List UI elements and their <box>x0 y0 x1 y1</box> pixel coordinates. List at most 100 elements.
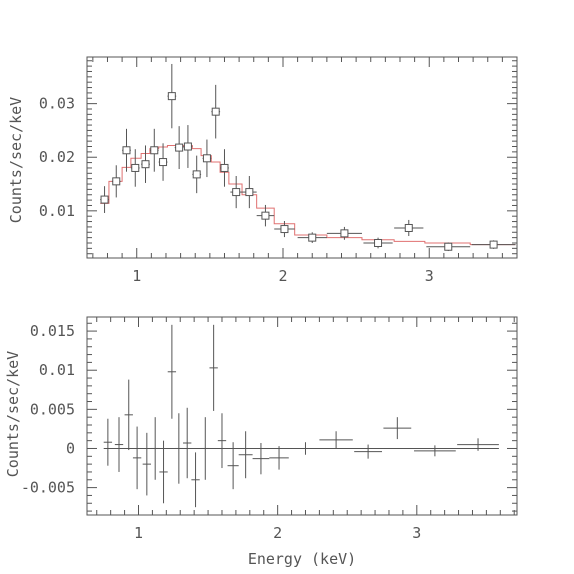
residual-point <box>217 413 227 469</box>
residual-point <box>414 445 456 457</box>
data-point <box>242 175 257 209</box>
data-point <box>394 219 424 237</box>
data-point <box>202 139 212 178</box>
residuals-plot-frame <box>86 316 518 516</box>
data-point <box>167 63 177 129</box>
residual-point <box>159 440 168 504</box>
data-point <box>211 84 221 139</box>
data-marker <box>192 170 201 179</box>
spectrum-data-points <box>100 63 516 252</box>
data-point <box>149 128 159 172</box>
data-point <box>220 149 229 187</box>
residual-point <box>183 407 192 479</box>
spectrum-x-tick-label: 1 <box>132 267 141 285</box>
data-marker <box>280 225 289 234</box>
data-marker <box>122 146 131 155</box>
residuals-y-tick-label: 0.005 <box>30 400 75 418</box>
data-marker <box>202 154 211 163</box>
residual-point <box>252 443 270 475</box>
model-step-line <box>100 144 516 246</box>
data-marker <box>245 188 254 197</box>
spectrum-tick-labels: 1 2 3 0.01 0.02 0.03 <box>39 95 434 285</box>
residuals-y-tick-label: 0.015 <box>30 322 75 340</box>
residual-point <box>132 426 142 490</box>
data-marker <box>183 142 192 151</box>
residuals-data-points <box>103 324 499 508</box>
data-marker <box>141 160 150 169</box>
residual-point <box>191 452 200 508</box>
data-point <box>130 149 140 187</box>
data-point <box>297 232 327 243</box>
data-marker <box>175 143 184 152</box>
spectrum-plot-frame <box>86 56 518 259</box>
data-point <box>192 155 202 194</box>
residual-point <box>124 379 133 451</box>
residual-point <box>227 442 239 490</box>
data-marker <box>167 92 176 101</box>
residual-point <box>291 442 320 455</box>
residuals-y-axis-label: Counts/sec/keV <box>4 351 22 477</box>
data-marker <box>308 233 317 242</box>
data-point <box>174 126 184 170</box>
residual-point <box>151 417 160 480</box>
residual-point <box>174 413 184 484</box>
data-marker <box>159 158 168 167</box>
data-point <box>256 204 275 227</box>
residual-point <box>201 417 210 480</box>
residuals-tick-labels: 1 2 3 -0.005 0 0.005 0.01 0.015 <box>21 322 422 542</box>
spectrum-y-axis-label: Counts/sec/keV <box>7 97 25 223</box>
x-axis-label: Energy (keV) <box>248 550 356 568</box>
residuals-x-tick-label: 3 <box>412 524 421 542</box>
data-marker <box>131 163 140 172</box>
spectrum-y-tick-label: 0.02 <box>39 148 75 166</box>
data-point <box>158 143 168 181</box>
residual-point <box>238 431 253 479</box>
residual-point <box>114 417 124 472</box>
spectrum-panel: 1 2 3 0.01 0.02 0.03 Counts/sec/keV <box>7 56 518 285</box>
data-marker <box>220 163 229 172</box>
data-marker <box>100 195 109 204</box>
data-point <box>230 175 243 209</box>
data-point <box>111 165 121 198</box>
residual-point <box>142 432 152 496</box>
residual-point <box>209 324 218 411</box>
spectrum-x-tick-label: 3 <box>425 267 434 285</box>
residuals-y-tick-label: 0 <box>66 439 75 457</box>
data-point <box>100 186 109 213</box>
spectrum-x-tick-label: 2 <box>278 267 287 285</box>
residual-point <box>167 324 177 419</box>
data-point <box>326 226 362 240</box>
spectrum-ticks <box>87 57 518 258</box>
residuals-x-tick-label: 2 <box>273 524 282 542</box>
data-marker <box>374 238 383 247</box>
data-marker <box>211 107 220 116</box>
spectrum-y-tick-label: 0.03 <box>39 95 75 113</box>
residual-point <box>457 438 499 451</box>
data-point <box>141 145 150 183</box>
residuals-x-tick-label: 1 <box>134 524 143 542</box>
data-marker <box>489 240 498 249</box>
data-point <box>426 242 471 252</box>
residual-point <box>103 418 113 466</box>
data-point <box>183 125 193 168</box>
residual-point <box>319 431 353 449</box>
residuals-y-tick-label: -0.005 <box>21 479 75 497</box>
data-marker <box>444 242 453 251</box>
data-point <box>363 237 393 249</box>
data-point <box>471 240 516 249</box>
model-curve <box>100 144 516 246</box>
residuals-y-tick-label: 0.01 <box>39 361 75 379</box>
data-marker <box>340 229 349 238</box>
data-point <box>274 221 295 238</box>
data-marker <box>232 188 241 197</box>
residual-point <box>383 417 412 440</box>
residual-point <box>354 444 383 459</box>
residual-point <box>269 446 289 470</box>
residuals-ticks <box>87 317 517 515</box>
spectrum-y-tick-label: 0.01 <box>39 202 75 220</box>
data-marker <box>112 177 121 186</box>
data-point <box>122 128 131 172</box>
data-marker <box>404 223 413 232</box>
